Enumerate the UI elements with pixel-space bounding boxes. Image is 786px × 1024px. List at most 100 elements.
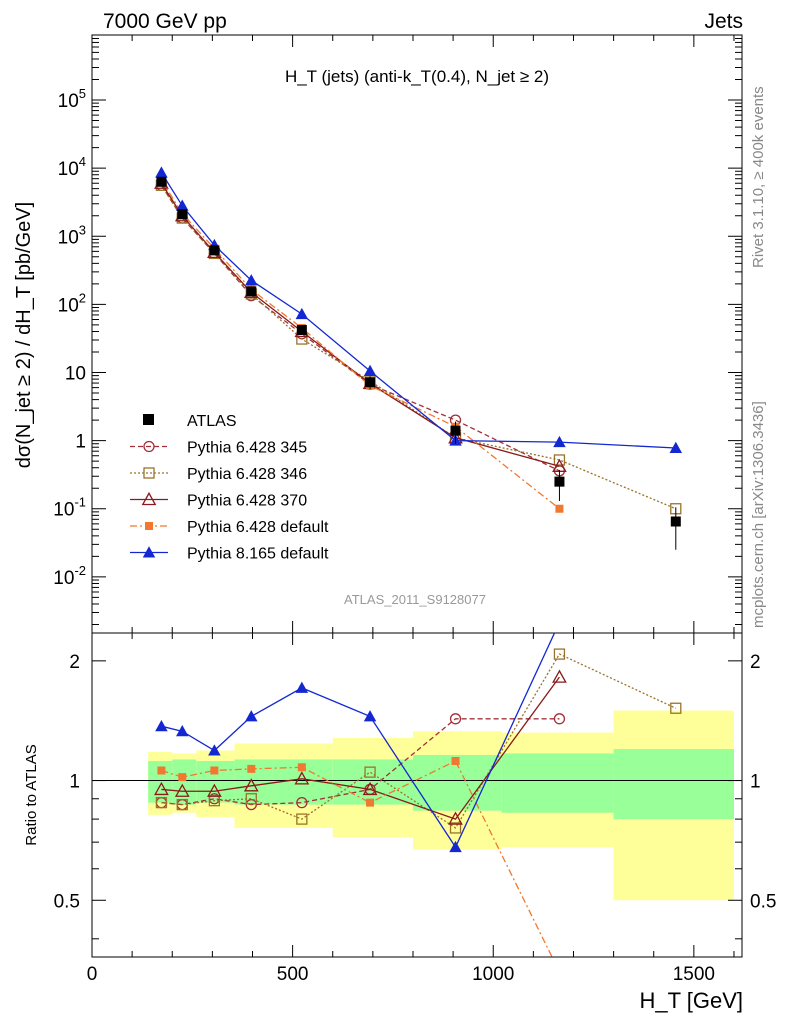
x-tick-label: 1000 — [472, 964, 514, 985]
point-marker — [362, 781, 378, 796]
x-tick-label: 0 — [87, 964, 98, 985]
legend-label: Pythia 6.428 345 — [187, 440, 307, 457]
point-marker — [552, 669, 567, 683]
point-marker — [448, 811, 463, 825]
y-tick-exponent: -2 — [74, 563, 86, 578]
series-3-main — [157, 175, 564, 513]
point-marker — [141, 491, 157, 506]
y-tick-label: 102 — [58, 290, 86, 316]
ratio-tick-label-right: 0.5 — [750, 891, 776, 912]
y-tick-label: 104 — [58, 154, 86, 180]
y-tick-label: 105 — [58, 86, 86, 112]
point-marker — [176, 199, 189, 211]
y-tick-label: 103 — [58, 222, 86, 248]
data-point — [450, 425, 461, 436]
point-marker — [176, 798, 188, 811]
ratio-line — [161, 760, 553, 957]
y-tick-exponent: 3 — [79, 222, 86, 237]
point-marker — [178, 773, 187, 782]
series-1-ratio — [155, 648, 682, 834]
ratio-tick-label-right: 2 — [750, 652, 761, 673]
point-marker — [245, 274, 258, 286]
ratio-axis-label: Ratio to ATLAS — [23, 744, 40, 845]
x-tick-label: 1500 — [673, 964, 715, 985]
point-marker — [670, 702, 682, 714]
point-marker — [363, 364, 377, 377]
point-marker — [553, 616, 566, 627]
point-marker — [363, 710, 377, 722]
point-marker — [155, 719, 168, 732]
point-marker — [451, 756, 460, 765]
point-marker — [366, 798, 375, 807]
point-marker — [210, 766, 219, 775]
y-tick-base: 10 — [58, 295, 79, 316]
series-line — [160, 184, 560, 472]
y-tick-exponent: -1 — [74, 495, 86, 510]
band-inner — [613, 749, 734, 820]
plot-title: H_T (jets) (anti-k_T(0.4), N_jet ≥ 2) — [285, 67, 549, 86]
ratio-line — [161, 676, 560, 820]
point-marker — [669, 441, 683, 453]
point-marker — [364, 766, 376, 778]
point-marker — [245, 793, 257, 805]
point-marker — [176, 725, 189, 737]
point-marker — [553, 648, 566, 660]
legend-item-4: Pythia 8.165 default — [130, 546, 329, 563]
data-point — [209, 245, 220, 256]
legend-item-1: Pythia 6.428 346 — [130, 466, 307, 483]
x-axis-label: H_T [GeV] — [639, 988, 743, 1013]
point-marker — [295, 681, 309, 693]
point-marker — [297, 763, 306, 772]
ratio-tick-label-left: 2 — [69, 652, 80, 673]
series-3-ratio — [157, 756, 563, 976]
y-tick-label: 10-2 — [53, 563, 86, 589]
data-point — [554, 476, 565, 487]
point-marker — [145, 522, 153, 530]
main-panel-marks — [154, 166, 683, 550]
data-point — [365, 377, 376, 388]
y-tick-exponent: 4 — [79, 154, 86, 169]
legend-marker — [143, 414, 154, 425]
atlas-data — [156, 176, 681, 550]
point-marker — [245, 710, 258, 722]
legend-label: Pythia 6.428 default — [187, 519, 329, 536]
ratio-uncertainty-bands — [148, 710, 734, 901]
legend-label: ATLAS — [187, 413, 237, 430]
series-line — [160, 172, 676, 449]
legend-item-0: Pythia 6.428 345 — [130, 440, 307, 457]
ratio-tick-label-left: 1 — [69, 772, 80, 793]
main-frame — [91, 34, 743, 634]
point-marker — [449, 822, 462, 834]
point-marker — [553, 454, 566, 466]
point-marker — [294, 771, 310, 785]
point-marker — [154, 781, 169, 796]
point-marker — [155, 796, 168, 809]
point-marker — [296, 813, 308, 825]
legend-label: Pythia 6.428 346 — [187, 466, 307, 483]
data-point — [246, 286, 257, 297]
legend-label: Pythia 8.165 default — [187, 546, 329, 563]
point-marker — [449, 840, 462, 853]
point-marker — [449, 713, 462, 725]
y-tick-base: 1 — [75, 432, 86, 453]
y-tick-base: 10 — [58, 227, 79, 248]
data-point — [670, 516, 681, 527]
point-marker — [555, 968, 563, 976]
series-2-ratio — [154, 669, 567, 825]
header-left: 7000 GeV pp — [103, 10, 227, 33]
point-marker — [142, 546, 156, 558]
legend-label: Pythia 6.428 370 — [187, 493, 307, 510]
source-label: mcplots.cern.ch [arXiv:1306.3436] — [750, 401, 767, 628]
data-point — [177, 209, 188, 220]
header-right: Jets — [704, 10, 743, 33]
y-tick-exponent: 5 — [79, 86, 86, 101]
y-axis-label: dσ(N_jet ≥ 2) / dH_T [pb/GeV] — [13, 202, 35, 468]
series-marks — [154, 166, 683, 976]
point-marker — [143, 440, 155, 453]
x-tick-label: 500 — [277, 964, 309, 985]
ratio-line — [161, 653, 677, 829]
y-tick-exponent: 2 — [79, 290, 86, 305]
ratio-tick-label-left: 0.5 — [54, 891, 80, 912]
